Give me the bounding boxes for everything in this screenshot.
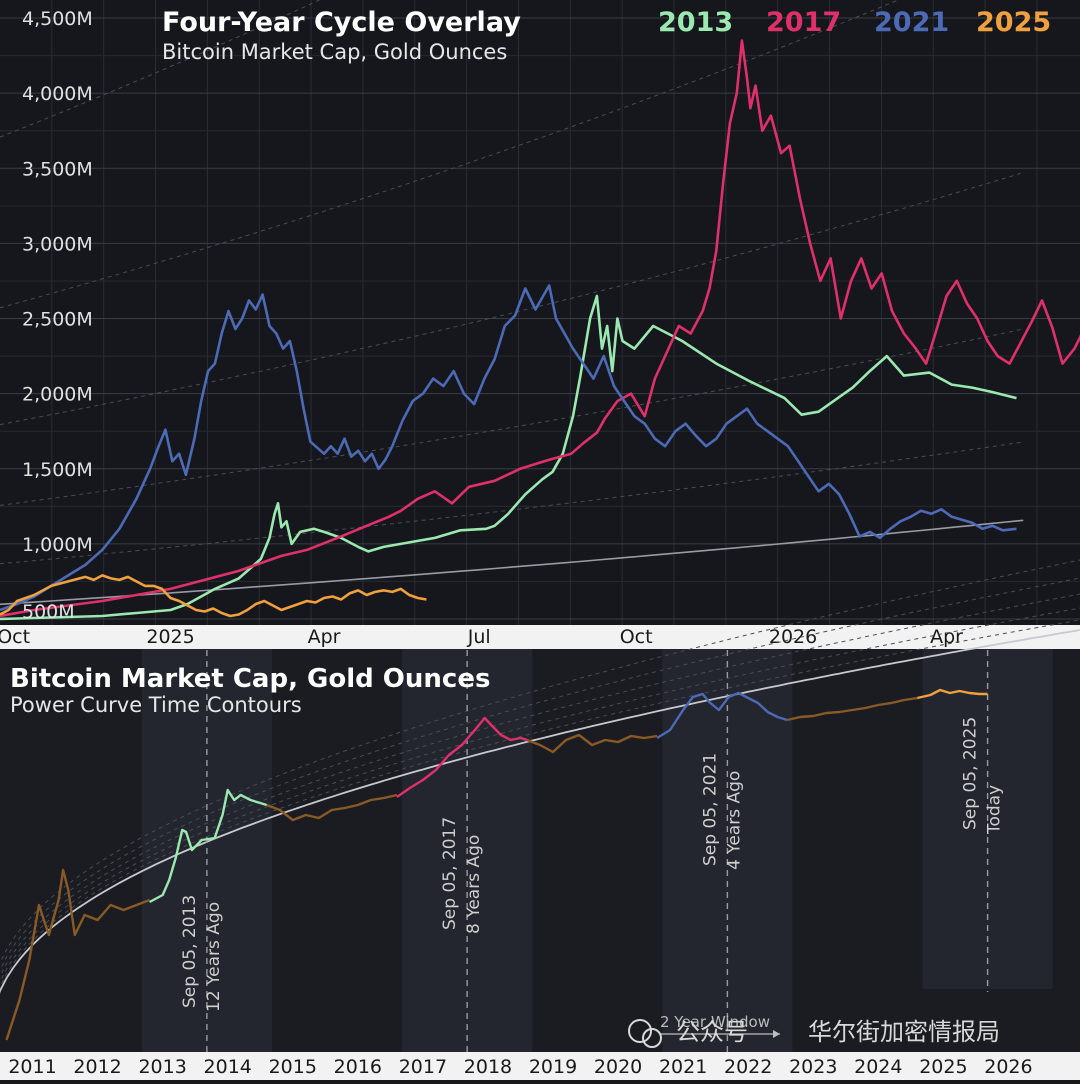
watermark: 公众号 华尔街加密情报局 xyxy=(628,1018,1000,1048)
marker-date-label: Sep 05, 2025 xyxy=(961,717,981,830)
power-curve-baseline xyxy=(0,519,1024,606)
watermark-channel-label: 公众号 xyxy=(676,1018,748,1046)
series-line-2025 xyxy=(0,574,427,618)
power-curve-baseline xyxy=(0,629,1080,994)
bottom-x-tick-label: 2026 xyxy=(984,1056,1032,1078)
top-chart-subtitle: Bitcoin Market Cap, Gold Ounces xyxy=(162,40,507,64)
bottom-series-history xyxy=(526,733,658,754)
top-grid xyxy=(0,0,1080,625)
bottom-series-2025 xyxy=(917,688,988,700)
bottom-date-markers: Sep 05, 2013 12 Years Ago Sep 05, 2017 8 Ye… xyxy=(180,650,1005,1052)
top-y-axis: 500M 1,000M 1,500M 2,000M 2,500M 3,000M 3,500M… xyxy=(22,8,93,623)
y-tick-label: 3,500M xyxy=(22,158,93,180)
y-tick-label: 4,000M xyxy=(22,83,93,105)
bottom-chart-subtitle: Power Curve Time Contours xyxy=(10,693,302,717)
y-tick-label: 1,500M xyxy=(22,459,93,481)
top-x-axis: Oct2025AprJulOct2026AprJul xyxy=(0,626,963,648)
y-tick-label: 1,000M xyxy=(22,534,93,556)
bottom-series-history xyxy=(786,696,918,722)
window-label: 2 Year Window xyxy=(660,1013,770,1031)
top-power-contours xyxy=(0,0,1024,606)
y-tick-label: 4,500M xyxy=(22,8,93,30)
x-tick-label: 2025 xyxy=(146,626,194,648)
top-series-lines xyxy=(0,39,1080,621)
bottom-x-tick-label: 2020 xyxy=(594,1056,642,1078)
y-tick-label: 3,000M xyxy=(22,233,93,255)
series-line-2017 xyxy=(0,39,1080,618)
marker-date-label: Sep 05, 2013 xyxy=(180,895,200,1008)
legend-2021: 2021 xyxy=(874,7,949,38)
wechat-icon-bubble xyxy=(642,1028,662,1048)
power-contour-line xyxy=(0,0,321,138)
bottom-x-axis: 2011 2012 2013 2014 2015 2016 2017 2018 2019 2020… xyxy=(8,1056,1032,1078)
marker-note-label: 8 Years Ago xyxy=(464,835,484,934)
bottom-series-2021 xyxy=(656,691,788,740)
y-tick-label: 2,000M xyxy=(22,384,93,406)
bottom-series-2017 xyxy=(396,716,528,798)
x-tick-label: Oct xyxy=(0,626,30,648)
power-contour-line xyxy=(0,328,1024,506)
bottom-x-tick-label: 2024 xyxy=(854,1056,902,1078)
legend-2017: 2017 xyxy=(766,7,841,38)
marker-note-label: 12 Years Ago xyxy=(204,902,224,1012)
x-tick-label: Oct xyxy=(620,626,653,648)
series-line-2021 xyxy=(0,284,1017,612)
watermark-channel-name: 华尔街加密情报局 xyxy=(808,1018,1000,1046)
legend: 2013 2017 2021 2025 xyxy=(658,7,1051,38)
bottom-x-tick-label: 2022 xyxy=(724,1056,772,1078)
x-tick-label: 2026 xyxy=(769,626,817,648)
legend-2013: 2013 xyxy=(658,7,733,38)
bottom-series-history xyxy=(266,793,398,822)
power-contour-line xyxy=(0,607,1080,984)
x-tick-label: Apr xyxy=(308,626,341,648)
y-tick-label: 2,500M xyxy=(22,309,93,331)
power-contour-line xyxy=(0,0,900,309)
bottom-chart-title: Bitcoin Market Cap, Gold Ounces xyxy=(10,664,490,694)
power-contour-line xyxy=(0,172,1024,426)
x-tick-label: Jul xyxy=(467,626,491,648)
power-contour-line xyxy=(0,577,1080,972)
window-arrowhead xyxy=(773,1030,780,1038)
bottom-series-lines xyxy=(5,688,988,1041)
bottom-x-tick-label: 2017 xyxy=(399,1056,447,1078)
marker-date-label: Sep 05, 2017 xyxy=(440,817,460,930)
bottom-x-tick-label: 2011 xyxy=(8,1056,56,1078)
power-contour-line xyxy=(0,593,1080,978)
y-tick-label: 500M xyxy=(22,601,75,623)
bottom-x-axis-band xyxy=(0,1052,1080,1080)
bottom-x-tick-label: 2014 xyxy=(204,1056,252,1078)
bottom-x-tick-label: 2023 xyxy=(789,1056,837,1078)
marker-note-label: Today xyxy=(985,785,1005,835)
bottom-x-tick-label: 2019 xyxy=(529,1056,577,1078)
bottom-series-history xyxy=(5,868,151,1041)
bottom-x-tick-label: 2018 xyxy=(464,1056,512,1078)
top-x-axis-band xyxy=(0,625,1080,649)
bottom-power-contours xyxy=(0,559,1080,994)
x-tick-label: Apr xyxy=(930,626,963,648)
series-line-2013 xyxy=(0,294,1017,621)
bottom-x-tick-label: 2025 xyxy=(919,1056,967,1078)
marker-date-label: Sep 05, 2021 xyxy=(700,753,720,866)
top-chart-title: Four-Year Cycle Overlay xyxy=(162,7,521,38)
bottom-x-tick-label: 2021 xyxy=(659,1056,707,1078)
bottom-series-2013 xyxy=(149,788,268,904)
bottom-x-tick-label: 2015 xyxy=(269,1056,317,1078)
bottom-x-tick-label: 2012 xyxy=(73,1056,121,1078)
marker-note-label: 4 Years Ago xyxy=(724,771,744,870)
power-contour-line xyxy=(0,559,1080,965)
power-contour-line xyxy=(0,619,1080,989)
legend-2025: 2025 xyxy=(976,7,1051,38)
wechat-icon xyxy=(628,1019,652,1043)
bottom-x-tick-label: 2016 xyxy=(334,1056,382,1078)
bottom-x-tick-label: 2013 xyxy=(138,1056,186,1078)
